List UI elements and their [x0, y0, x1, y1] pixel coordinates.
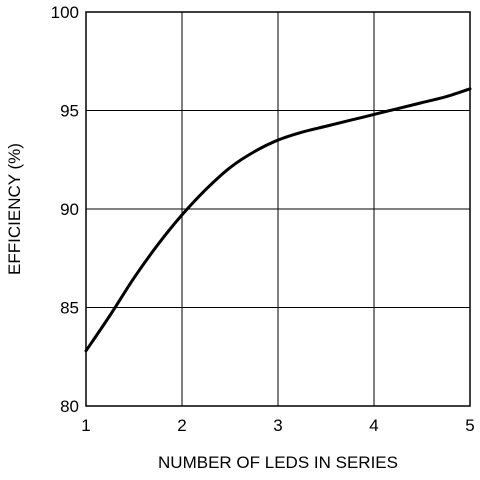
- y-tick-label: 85: [60, 299, 79, 318]
- x-tick-label: 4: [369, 416, 378, 435]
- plot-frame: [85, 11, 471, 407]
- y-tick-label: 90: [60, 200, 79, 219]
- y-tick-label: 95: [60, 102, 79, 121]
- y-tick-labels: 80 85 90 95 100: [51, 3, 79, 416]
- x-tick-label: 1: [81, 416, 90, 435]
- y-tick-label: 80: [60, 397, 79, 416]
- x-tick-label: 3: [273, 416, 282, 435]
- y-tick-label: 100: [51, 3, 79, 22]
- x-tick-label: 5: [465, 416, 474, 435]
- x-tick-label: 2: [177, 416, 186, 435]
- series-lines: [84, 87, 472, 353]
- grid-lines: [85, 11, 471, 407]
- x-axis-title: NUMBER OF LEDS IN SERIES: [158, 453, 398, 472]
- x-tick-labels: 1 2 3 4 5: [81, 416, 474, 435]
- efficiency-curve: [84, 87, 472, 353]
- y-axis-title: EFFICIENCY (%): [5, 143, 24, 275]
